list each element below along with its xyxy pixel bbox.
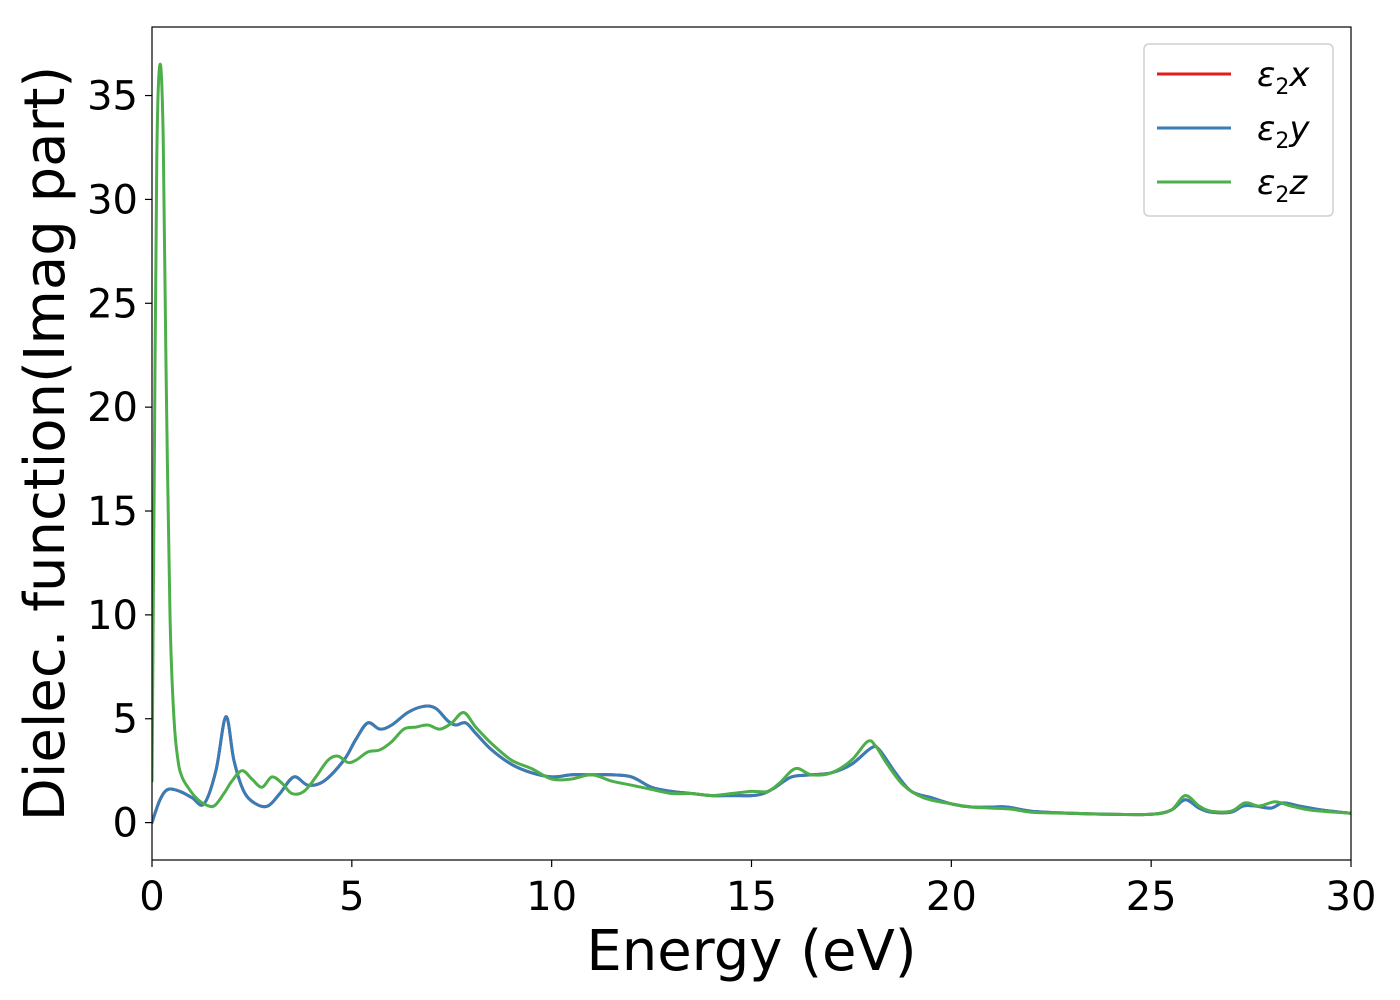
- x-tick-label: 30: [1326, 874, 1377, 920]
- legend-label-3: ε2z: [1257, 163, 1308, 208]
- y-tick-label: 15: [87, 489, 138, 535]
- legend-label-2: ε2y: [1257, 109, 1310, 154]
- x-tick-label: 20: [926, 874, 977, 920]
- x-axis: 0 5 10 15 20 25 30: [139, 860, 1376, 920]
- y-tick-label: 35: [87, 74, 138, 120]
- x-tick-label: 5: [339, 874, 364, 920]
- y-tick-label: 5: [113, 697, 138, 743]
- series-line-3: [152, 62, 1351, 817]
- legend: ε2x ε2y ε2z: [1143, 43, 1334, 217]
- y-axis-title: Dielec. function(Imag part): [13, 66, 78, 822]
- legend-box: [1143, 43, 1334, 217]
- y-axis: 0 5 10 15 20 25 30 35: [87, 74, 152, 847]
- y-tick-label: 30: [87, 177, 138, 223]
- legend-label-1: ε2x: [1257, 55, 1310, 100]
- x-tick-label: 10: [526, 874, 577, 920]
- x-tick-label: 15: [726, 874, 777, 920]
- y-tick-label: 10: [87, 593, 138, 639]
- series-layer: [152, 62, 1351, 825]
- y-tick-label: 25: [87, 281, 138, 327]
- x-tick-label: 0: [139, 874, 164, 920]
- x-axis-title: Energy (eV): [586, 919, 916, 984]
- y-tick-label: 0: [113, 801, 138, 847]
- y-tick-label: 20: [87, 385, 138, 431]
- x-tick-label: 25: [1126, 874, 1177, 920]
